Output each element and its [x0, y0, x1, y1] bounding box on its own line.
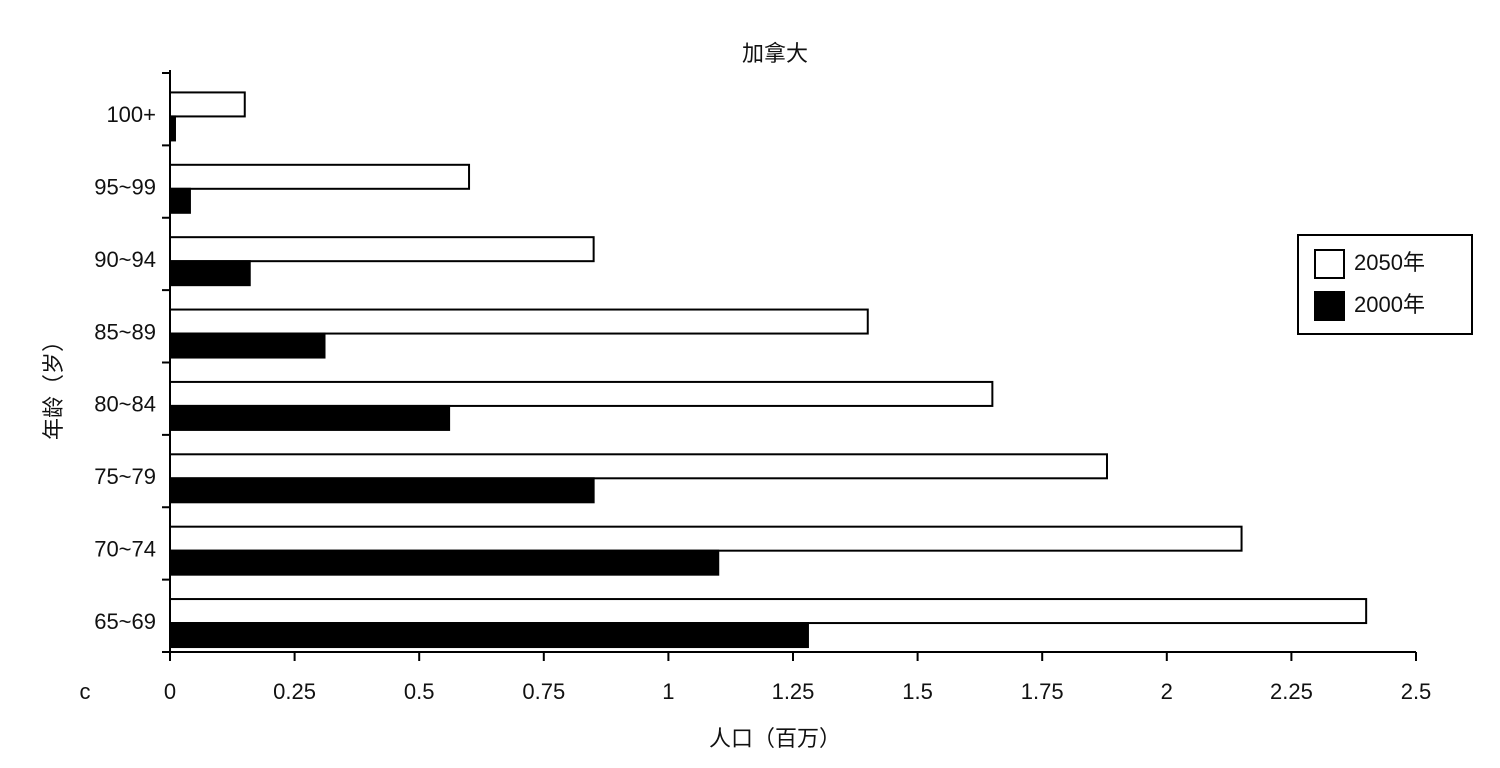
bar: [169, 163, 471, 190]
bar: [169, 549, 720, 576]
x-tick-label: 0: [164, 679, 176, 704]
x-axis-label: 人口（百万）: [709, 726, 841, 751]
y-tick-label: 100+: [106, 102, 156, 127]
x-tick-label: 0.25: [273, 679, 316, 704]
legend-label: 2000年: [1354, 292, 1425, 317]
legend-label: 2050年: [1354, 250, 1425, 275]
y-tick-label: 95~99: [94, 175, 156, 200]
y-axis-label: 年龄（岁）: [41, 330, 66, 440]
chart-title: 加拿大: [742, 41, 808, 66]
bar: [169, 236, 595, 263]
bar: [169, 308, 869, 335]
y-tick-label: 85~89: [94, 319, 156, 344]
bar: [169, 622, 809, 649]
corner-annotation: c: [80, 679, 91, 704]
x-tick-label: 2.5: [1401, 679, 1432, 704]
x-tick-label: 1.25: [772, 679, 815, 704]
bar: [169, 260, 251, 287]
y-tick-label: 80~84: [94, 392, 156, 417]
bar: [169, 477, 595, 504]
bar: [169, 115, 176, 142]
bar: [169, 91, 246, 118]
y-tick-label: 65~69: [94, 609, 156, 634]
x-tick-label: 1.5: [902, 679, 933, 704]
x-tick-label: 1: [662, 679, 674, 704]
bar: [169, 187, 191, 214]
y-tick-label: 70~74: [94, 536, 156, 561]
x-tick-label: 0.75: [522, 679, 565, 704]
x-tick-label: 1.75: [1021, 679, 1064, 704]
x-tick-label: 2.25: [1270, 679, 1313, 704]
bar: [169, 332, 326, 359]
y-tick-label: 75~79: [94, 464, 156, 489]
y-tick-label: 90~94: [94, 247, 156, 272]
legend-swatch: [1314, 249, 1345, 279]
x-tick-label: 0.5: [404, 679, 435, 704]
bar: [169, 404, 451, 431]
x-tick-label: 2: [1161, 679, 1173, 704]
legend-swatch: [1314, 291, 1345, 321]
bar: [169, 380, 994, 407]
bar: [169, 453, 1108, 480]
bar: [169, 598, 1368, 625]
bar: [169, 525, 1243, 552]
